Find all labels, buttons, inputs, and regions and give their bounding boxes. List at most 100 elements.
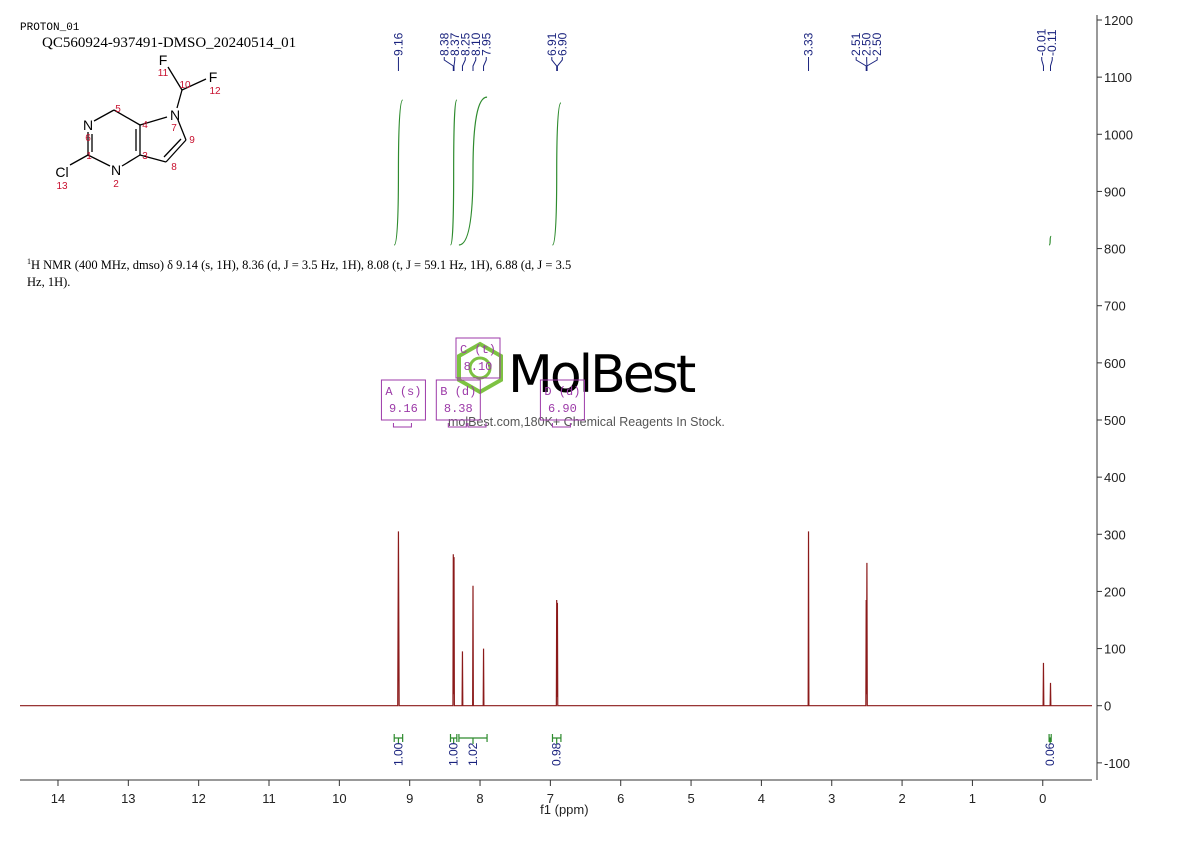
multiplet-shift: 8.10 bbox=[464, 360, 493, 374]
multiplet-name: B (d) bbox=[440, 385, 476, 399]
structure-bonds bbox=[69, 66, 207, 167]
spectrum-line bbox=[20, 531, 1092, 707]
peak-connector bbox=[855, 57, 867, 71]
integral-bracket bbox=[551, 734, 562, 744]
atom-number: 12 bbox=[209, 86, 221, 97]
atom-symbol: N bbox=[83, 117, 93, 133]
integral-bracket bbox=[458, 734, 488, 744]
peak-connector bbox=[483, 57, 487, 71]
multiplet-box bbox=[455, 337, 501, 379]
multiplet-shift: 6.90 bbox=[548, 402, 577, 416]
peak-connector bbox=[866, 57, 878, 71]
nmr-description: 1H NMR (400 MHz, dmso) δ 9.14 (s, 1H), 8… bbox=[27, 253, 587, 291]
atom-number: 1 bbox=[86, 151, 92, 162]
integral-curve bbox=[551, 102, 562, 246]
peak-connector bbox=[1041, 57, 1044, 71]
y-tick-label: 700 bbox=[1104, 299, 1126, 314]
peak-connector bbox=[556, 57, 563, 71]
x-tick-label: 8 bbox=[476, 791, 483, 806]
y-tick-label: 1000 bbox=[1104, 127, 1133, 142]
y-tick-label: 300 bbox=[1104, 527, 1126, 542]
integral-curve bbox=[458, 96, 488, 246]
x-tick-label: 13 bbox=[121, 791, 135, 806]
peak-connector bbox=[443, 57, 454, 71]
x-tick-label: 9 bbox=[406, 791, 413, 806]
atom-number: 8 bbox=[171, 162, 177, 173]
x-tick-label: 14 bbox=[51, 791, 65, 806]
integral-curve bbox=[449, 99, 458, 246]
x-tick-label: 4 bbox=[758, 791, 765, 806]
peak-label: -0.11 bbox=[1045, 29, 1059, 56]
x-tick-label: 12 bbox=[191, 791, 205, 806]
y-tick-label: 100 bbox=[1104, 642, 1126, 657]
peak-label: 7.95 bbox=[479, 32, 493, 56]
atom-number: 5 bbox=[115, 104, 121, 115]
x-tick-label: 6 bbox=[617, 791, 624, 806]
chart-subtitle: PROTON_01 bbox=[20, 22, 80, 34]
atom-number: 13 bbox=[56, 181, 68, 192]
x-tick-label: 10 bbox=[332, 791, 346, 806]
multiplet-bracket bbox=[551, 423, 571, 428]
watermark-tagline: molBest.com,180K+ Chemical Reagents In S… bbox=[448, 415, 725, 429]
atom-number: 10 bbox=[179, 80, 191, 91]
integral-label: 1.00 bbox=[447, 742, 461, 766]
peak-label: 2.50 bbox=[870, 32, 884, 56]
integral-label: 0.98 bbox=[550, 742, 564, 766]
atom-number: 11 bbox=[158, 68, 169, 79]
peak-connector bbox=[461, 57, 466, 71]
atom-number: 9 bbox=[189, 135, 195, 146]
atom-symbol: N bbox=[111, 162, 121, 178]
atom-number: 2 bbox=[113, 179, 119, 190]
atom-number: 6 bbox=[85, 133, 91, 144]
integral-curve bbox=[393, 99, 404, 246]
y-tick-label: -100 bbox=[1104, 756, 1130, 771]
peak-label: -0.01 bbox=[1035, 28, 1049, 56]
multiplet-box bbox=[539, 379, 585, 421]
multiplet-name: D (d) bbox=[544, 385, 580, 399]
x-tick-label: 11 bbox=[262, 791, 276, 806]
peak-label: 8.10 bbox=[469, 32, 483, 56]
x-tick-label: 3 bbox=[828, 791, 835, 806]
peak-connector bbox=[472, 57, 477, 71]
description-text: H NMR (400 MHz, dmso) δ 9.14 (s, 1H), 8.… bbox=[27, 258, 572, 290]
peak-label: 6.91 bbox=[545, 32, 559, 56]
y-tick-label: 1200 bbox=[1104, 13, 1133, 28]
peak-label: 2.50 bbox=[860, 32, 874, 56]
x-tick-label: 7 bbox=[547, 791, 554, 806]
multiplet-bracket bbox=[467, 423, 487, 428]
x-tick-label: 2 bbox=[898, 791, 905, 806]
atom-number: 7 bbox=[171, 123, 177, 134]
integral-label: 1.02 bbox=[466, 742, 480, 766]
peak-label: 3.33 bbox=[802, 32, 816, 56]
atom-number: 4 bbox=[142, 120, 148, 131]
integral-bracket bbox=[1048, 734, 1052, 744]
y-tick-label: 1100 bbox=[1104, 70, 1132, 85]
atom-symbol: N bbox=[170, 107, 180, 123]
y-tick-label: 200 bbox=[1104, 584, 1126, 599]
multiplet-shift: 8.38 bbox=[444, 402, 473, 416]
integral-label: 1.00 bbox=[391, 742, 405, 766]
integral-bracket bbox=[393, 734, 404, 744]
peak-label: 2.51 bbox=[849, 32, 863, 56]
peak-label: 8.25 bbox=[458, 32, 472, 56]
peak-connector bbox=[551, 57, 558, 71]
y-tick-label: 0 bbox=[1104, 699, 1111, 714]
y-tick-label: 400 bbox=[1104, 470, 1126, 485]
peak-connector bbox=[453, 57, 456, 71]
multiplet-bracket bbox=[447, 423, 467, 428]
multiplet-name: C (t) bbox=[460, 343, 496, 357]
atom-symbol: Cl bbox=[55, 164, 68, 180]
description-sup: 1 bbox=[27, 257, 31, 266]
watermark-logo-text: MolBest bbox=[508, 345, 696, 405]
peak-label: 8.37 bbox=[448, 32, 462, 56]
integral-label: 0.06 bbox=[1043, 742, 1057, 766]
atom-number: 3 bbox=[142, 151, 148, 162]
x-axis-label: f1 (ppm) bbox=[540, 802, 588, 817]
multiplet-box bbox=[435, 379, 481, 421]
multiplet-box bbox=[380, 379, 426, 421]
x-tick-label: 5 bbox=[687, 791, 694, 806]
y-tick-label: 800 bbox=[1104, 242, 1126, 257]
integral-bracket bbox=[449, 734, 458, 744]
